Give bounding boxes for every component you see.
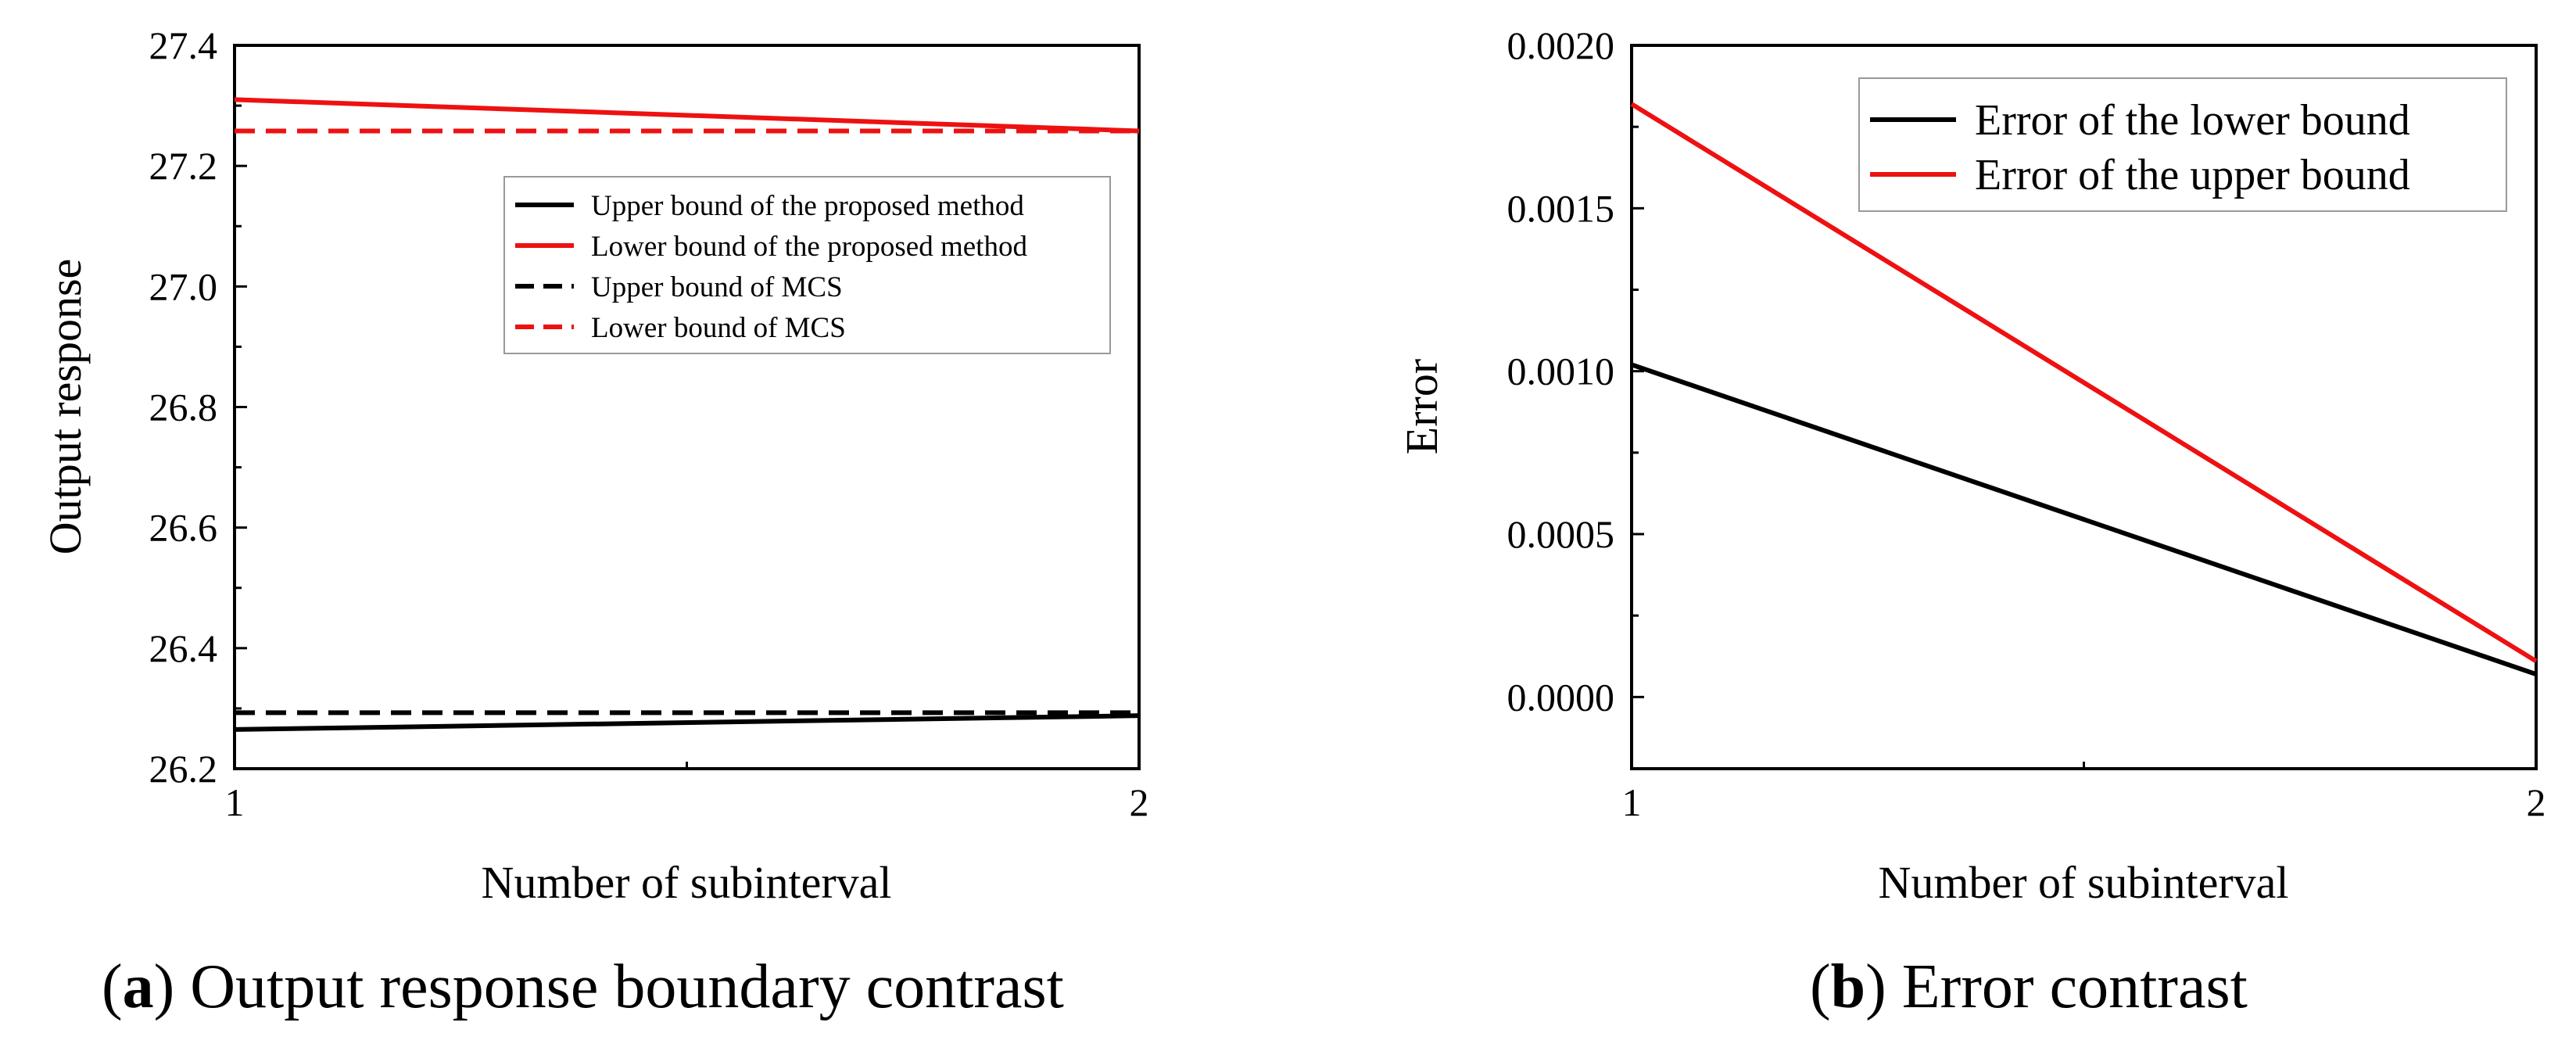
panel-a-y-tick-label: 26.6 xyxy=(149,506,218,550)
panel-a-x-axis-title: Number of subinterval xyxy=(481,857,891,908)
panel-a-y-axis-title: Output response xyxy=(40,259,91,555)
panel-a-caption-text: Output response boundary contrast xyxy=(190,952,1064,1021)
panel-b-series-error-of-the-lower-bound xyxy=(1631,362,2537,677)
panel-b-legend: Error of the lower bound Error of the upp… xyxy=(1858,77,2507,212)
panel-b-x-tick-label: 1 xyxy=(1622,780,1642,824)
panel-a-legend-label: Lower bound of MCS xyxy=(591,312,846,344)
panel-a-legend: Upper bound of the proposed method Lower … xyxy=(503,176,1111,354)
panel-a-caption-letter: a xyxy=(123,952,154,1021)
panel-b-caption-letter: b xyxy=(1831,952,1866,1021)
panel-a-y-tick-label: 27.4 xyxy=(149,23,218,67)
panel-b-caption-text: Error contrast xyxy=(1902,952,2248,1021)
panel-a-y-tick-label: 26.2 xyxy=(149,747,218,791)
panel-a-series-upper-bound-of-the-proposed-method xyxy=(234,713,1140,732)
panel-b-y-tick-label: 0.0020 xyxy=(1507,23,1615,67)
panel-a-legend-label: Upper bound of the proposed method xyxy=(591,190,1024,222)
panel-b-y-tick-label: 0.0015 xyxy=(1507,186,1615,230)
panel-a-legend-label: Lower bound of the proposed method xyxy=(591,231,1027,263)
panel-a-legend-label: Upper bound of MCS xyxy=(591,271,843,303)
panel-a-series-lower-bound-of-the-proposed-method xyxy=(234,97,1140,134)
panel-b-chart: 0.0000 0.0005 0.0010 0.0015 0.0020 1 2 Error o… xyxy=(1396,23,2546,1021)
panel-b-y-axis-title: Error xyxy=(1396,359,1447,454)
panel-b-y-tick-label: 0.0010 xyxy=(1507,350,1615,393)
panel-a-plot-frame xyxy=(233,44,1141,770)
panel-a-chart: 26.2 26.4 26.6 26.8 27.0 27.2 27.4 1 2 Upper bou… xyxy=(40,23,1149,1021)
panel-b-y-tick-label: 0.0000 xyxy=(1507,675,1615,719)
panel-a-y-tick-label: 26.4 xyxy=(149,626,218,670)
panel-b-legend-box xyxy=(1858,77,2507,212)
panel-b-series-error-of-the-upper-bound xyxy=(1630,102,2538,664)
panel-a-x-tick-label: 2 xyxy=(1130,780,1149,824)
panel-a-legend-box xyxy=(503,176,1111,354)
panel-a-y-tick-label: 27.2 xyxy=(149,144,218,188)
panel-b-x-tick-label: 2 xyxy=(2527,780,2546,824)
panel-a-x-tick-label: 1 xyxy=(225,780,245,824)
panel-b-y-tick-label: 0.0005 xyxy=(1507,512,1615,556)
panel-b-legend-label: Error of the upper bound xyxy=(1975,151,2410,199)
panel-a-y-tick-label: 26.8 xyxy=(149,386,218,429)
panel-a-caption: (a) Output response boundary contrast xyxy=(102,952,1064,1021)
panel-a-y-tick-label: 27.0 xyxy=(149,264,218,308)
panel-b-x-axis-title: Number of subinterval xyxy=(1878,857,2288,908)
panel-b-caption: (b) Error contrast xyxy=(1810,952,2248,1021)
panel-b-legend-label: Error of the lower bound xyxy=(1975,96,2410,145)
